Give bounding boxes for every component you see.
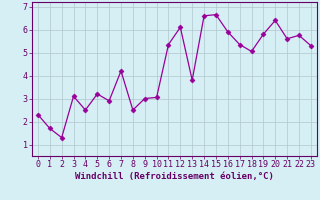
X-axis label: Windchill (Refroidissement éolien,°C): Windchill (Refroidissement éolien,°C) [75,172,274,181]
